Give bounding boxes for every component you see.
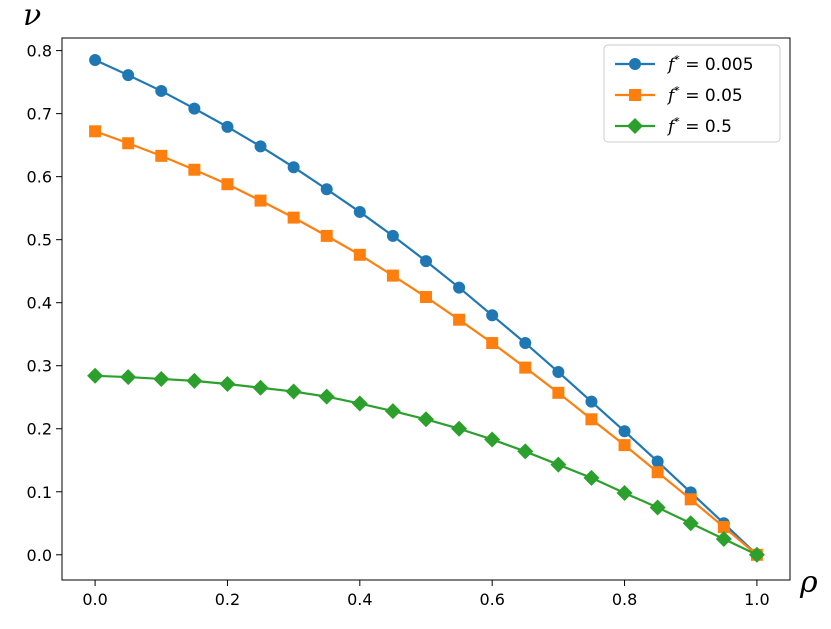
legend-marker-2 — [629, 89, 641, 101]
data-point-series-2 — [320, 229, 333, 242]
legend-marker-1 — [629, 58, 641, 70]
data-point-series-2 — [453, 313, 466, 326]
y-tick-label: 0.7 — [27, 105, 52, 124]
data-point-series-1 — [89, 54, 102, 67]
data-point-series-3 — [517, 443, 534, 460]
data-point-series-1 — [155, 84, 168, 97]
data-point-series-1 — [353, 205, 366, 218]
data-point-series-2 — [188, 163, 201, 176]
x-axis: 0.0 0.2 0.4 0.6 0.8 1.0 — [82, 580, 770, 609]
data-point-series-3 — [715, 531, 732, 548]
data-point-series-2 — [122, 137, 135, 150]
data-point-series-2 — [254, 194, 267, 207]
data-point-series-1 — [486, 309, 499, 322]
data-point-series-3 — [649, 499, 666, 516]
data-point-series-1 — [386, 229, 399, 242]
legend-label-3: f* = 0.5 — [666, 115, 732, 137]
y-tick-label: 0.6 — [27, 168, 52, 187]
x-tick-label: 0.2 — [215, 590, 240, 609]
data-point-series-1 — [453, 281, 466, 294]
data-point-series-1 — [519, 337, 532, 350]
data-point-series-3 — [484, 431, 501, 448]
data-point-series-1 — [122, 69, 135, 82]
data-point-series-1 — [188, 102, 201, 115]
data-point-series-1 — [552, 366, 565, 379]
y-tick-label: 0.1 — [27, 483, 52, 502]
data-point-series-2 — [684, 493, 697, 506]
data-point-series-1 — [287, 161, 300, 174]
legend: f* = 0.005 f* = 0.05 f* = 0.5 — [603, 44, 781, 143]
data-point-series-2 — [420, 291, 432, 304]
data-point-series-2 — [89, 125, 102, 138]
x-tick-label: 0.6 — [479, 590, 504, 609]
data-point-series-3 — [451, 420, 468, 437]
y-tick-label: 0.0 — [27, 546, 52, 565]
data-point-series-3 — [682, 515, 699, 532]
data-point-series-3 — [219, 375, 236, 392]
data-point-series-2 — [353, 248, 366, 261]
data-point-series-3 — [351, 395, 368, 412]
y-axis: 0.0 0.1 0.2 0.3 0.4 0.5 0.6 0.7 0.8 — [27, 42, 62, 565]
x-tick-label: 1.0 — [744, 590, 769, 609]
y-tick-label: 0.4 — [27, 294, 52, 313]
data-point-series-1 — [651, 455, 664, 468]
data-point-series-3 — [384, 403, 401, 420]
data-point-series-3 — [418, 411, 434, 428]
data-point-series-3 — [153, 370, 170, 387]
data-point-series-1 — [320, 183, 333, 196]
axes-frame — [61, 37, 791, 581]
data-point-series-3 — [550, 456, 567, 473]
data-point-series-1 — [618, 425, 631, 438]
data-point-series-2 — [486, 337, 499, 350]
data-point-series-2 — [651, 466, 664, 479]
data-point-series-1 — [420, 255, 432, 268]
data-point-series-2 — [287, 211, 300, 224]
legend-marker-3 — [627, 118, 643, 134]
y-tick-label: 0.5 — [27, 231, 52, 250]
data-point-series-3 — [87, 367, 104, 384]
data-point-series-2 — [386, 269, 399, 282]
legend-box — [603, 44, 781, 143]
series-layer — [87, 54, 765, 563]
data-point-series-3 — [583, 469, 600, 486]
data-point-series-1 — [221, 120, 234, 133]
data-point-series-3 — [186, 372, 203, 389]
data-point-series-3 — [616, 485, 633, 502]
x-tick-label: 0.4 — [347, 590, 372, 609]
data-point-series-2 — [618, 439, 631, 452]
data-point-series-2 — [552, 386, 565, 399]
data-point-series-2 — [717, 521, 730, 534]
data-point-series-2 — [519, 361, 532, 374]
data-point-series-2 — [221, 178, 234, 191]
y-tick-label: 0.3 — [27, 357, 52, 376]
data-point-series-3 — [285, 383, 302, 400]
data-point-series-3 — [120, 369, 137, 386]
y-tick-label: 0.8 — [27, 42, 52, 61]
x-axis-label: ρ — [799, 565, 818, 600]
data-point-series-1 — [585, 395, 598, 408]
data-point-series-3 — [318, 388, 335, 405]
legend-label-2: f* = 0.05 — [666, 84, 743, 106]
data-point-series-1 — [254, 140, 267, 153]
y-axis-label: ν — [23, 0, 41, 33]
data-point-series-3 — [252, 379, 269, 396]
data-point-series-3 — [748, 546, 765, 563]
legend-label-1: f* = 0.005 — [666, 53, 754, 75]
data-point-series-2 — [585, 413, 598, 426]
x-tick-label: 0.8 — [612, 590, 637, 609]
y-tick-label: 0.2 — [27, 420, 52, 439]
x-tick-label: 0.0 — [82, 590, 107, 609]
data-point-series-2 — [155, 149, 168, 162]
